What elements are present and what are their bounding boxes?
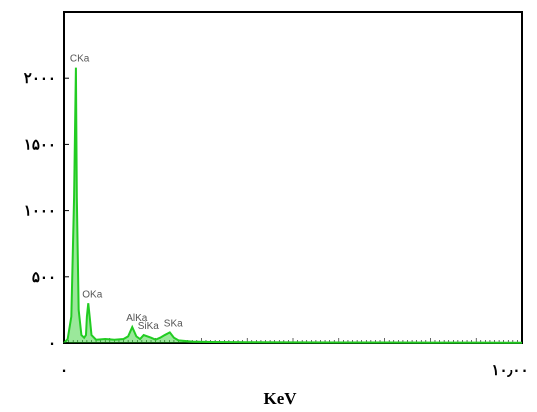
- plot-frame: [63, 11, 523, 344]
- y-tick-label: ۱۵۰۰: [24, 135, 56, 153]
- series-layer: [63, 67, 523, 344]
- peak-label: OKa: [82, 289, 102, 300]
- y-tick-label: ۵۰۰: [32, 268, 56, 286]
- x-tick-label: ۱۰٫۰۰: [491, 361, 528, 379]
- peak-label: SKa: [164, 318, 183, 329]
- peak-label: SiKa: [138, 321, 160, 332]
- peak-label: CKa: [70, 54, 90, 65]
- y-tick-label: ۰: [48, 334, 56, 352]
- y-axis-ticks: ۰ ۵۰۰ ۱۰۰۰ ۱۵۰۰ ۲۰۰۰: [24, 69, 69, 352]
- x-tick-label: ۰: [60, 361, 68, 379]
- x-axis-label: KeV: [263, 389, 297, 408]
- y-tick-label: ۱۰۰۰: [24, 202, 56, 220]
- x-axis-ticks: ۰ ۱۰٫۰۰: [60, 361, 529, 379]
- y-tick-label: ۲۰۰۰: [24, 69, 56, 87]
- spectrum-line-0: [63, 67, 523, 344]
- peak-label: AlKa: [126, 313, 148, 324]
